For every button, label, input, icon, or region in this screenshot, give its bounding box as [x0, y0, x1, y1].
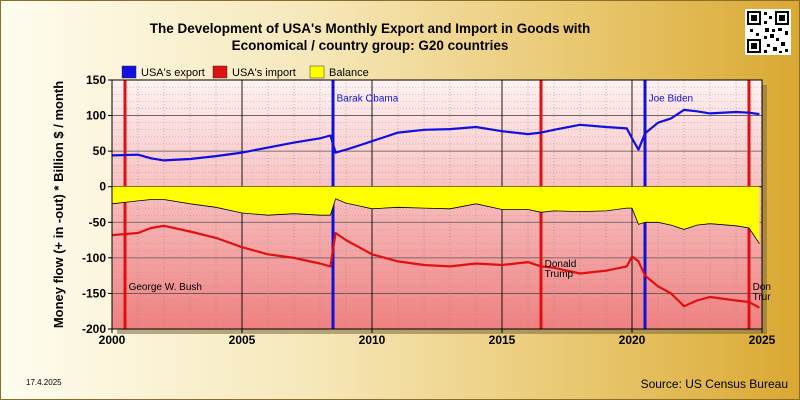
y-tick-label: -200 — [82, 322, 106, 336]
annotation-label: Barak Obama — [337, 93, 399, 104]
update-date: 17.4.2025 — [26, 378, 62, 387]
y-tick-label: 0 — [99, 180, 106, 194]
x-tick-label: 2015 — [489, 333, 516, 347]
x-tick-label: 2020 — [619, 333, 646, 347]
legend-label: USA's export — [141, 67, 205, 79]
y-tick-label: -100 — [82, 251, 106, 265]
legend-label: Balance — [329, 67, 369, 79]
y-tick-label: 50 — [93, 144, 107, 158]
plot-border — [111, 79, 763, 330]
annotation-label: Donald — [545, 259, 577, 270]
annotation-label: George W. Bush — [129, 282, 202, 293]
annotation-label: Trur — [753, 292, 772, 303]
legend-swatch — [309, 65, 325, 79]
source-note: Source: US Census Bureau — [640, 377, 788, 391]
legend-swatch — [212, 65, 228, 79]
legend-label: USA's import — [232, 67, 296, 79]
x-tick-label: 2010 — [359, 333, 386, 347]
qr-code-icon — [745, 9, 791, 55]
x-tick-label: 2025 — [749, 333, 776, 347]
grid-lines — [112, 80, 762, 329]
balance-area — [112, 186, 760, 244]
y-axis-label: Money flow (+ in -out) * Billion $ / mon… — [51, 81, 66, 328]
x-tick-label: 2000 — [99, 333, 126, 347]
import-line — [111, 224, 760, 309]
annotation-label: Trump — [545, 269, 574, 280]
legend-swatch — [121, 65, 137, 79]
chart-title-line-2: Economical / country group: G20 countrie… — [231, 38, 509, 53]
export-line — [111, 108, 760, 162]
y-tick-label: -50 — [89, 215, 107, 229]
annotation-label: Don — [753, 282, 771, 293]
y-tick-label: -150 — [82, 286, 106, 300]
series-layer — [111, 108, 760, 309]
y-tick-label: 150 — [86, 73, 106, 87]
chart-title-line-1: The Development of USA's Monthly Export … — [149, 21, 591, 36]
x-tick-label: 2005 — [229, 333, 256, 347]
legend: USA's export USA's import Balance — [121, 65, 369, 79]
annotation-label: Joe Biden — [649, 93, 693, 104]
y-tick-label: 100 — [86, 109, 106, 123]
balance-line — [111, 198, 760, 244]
